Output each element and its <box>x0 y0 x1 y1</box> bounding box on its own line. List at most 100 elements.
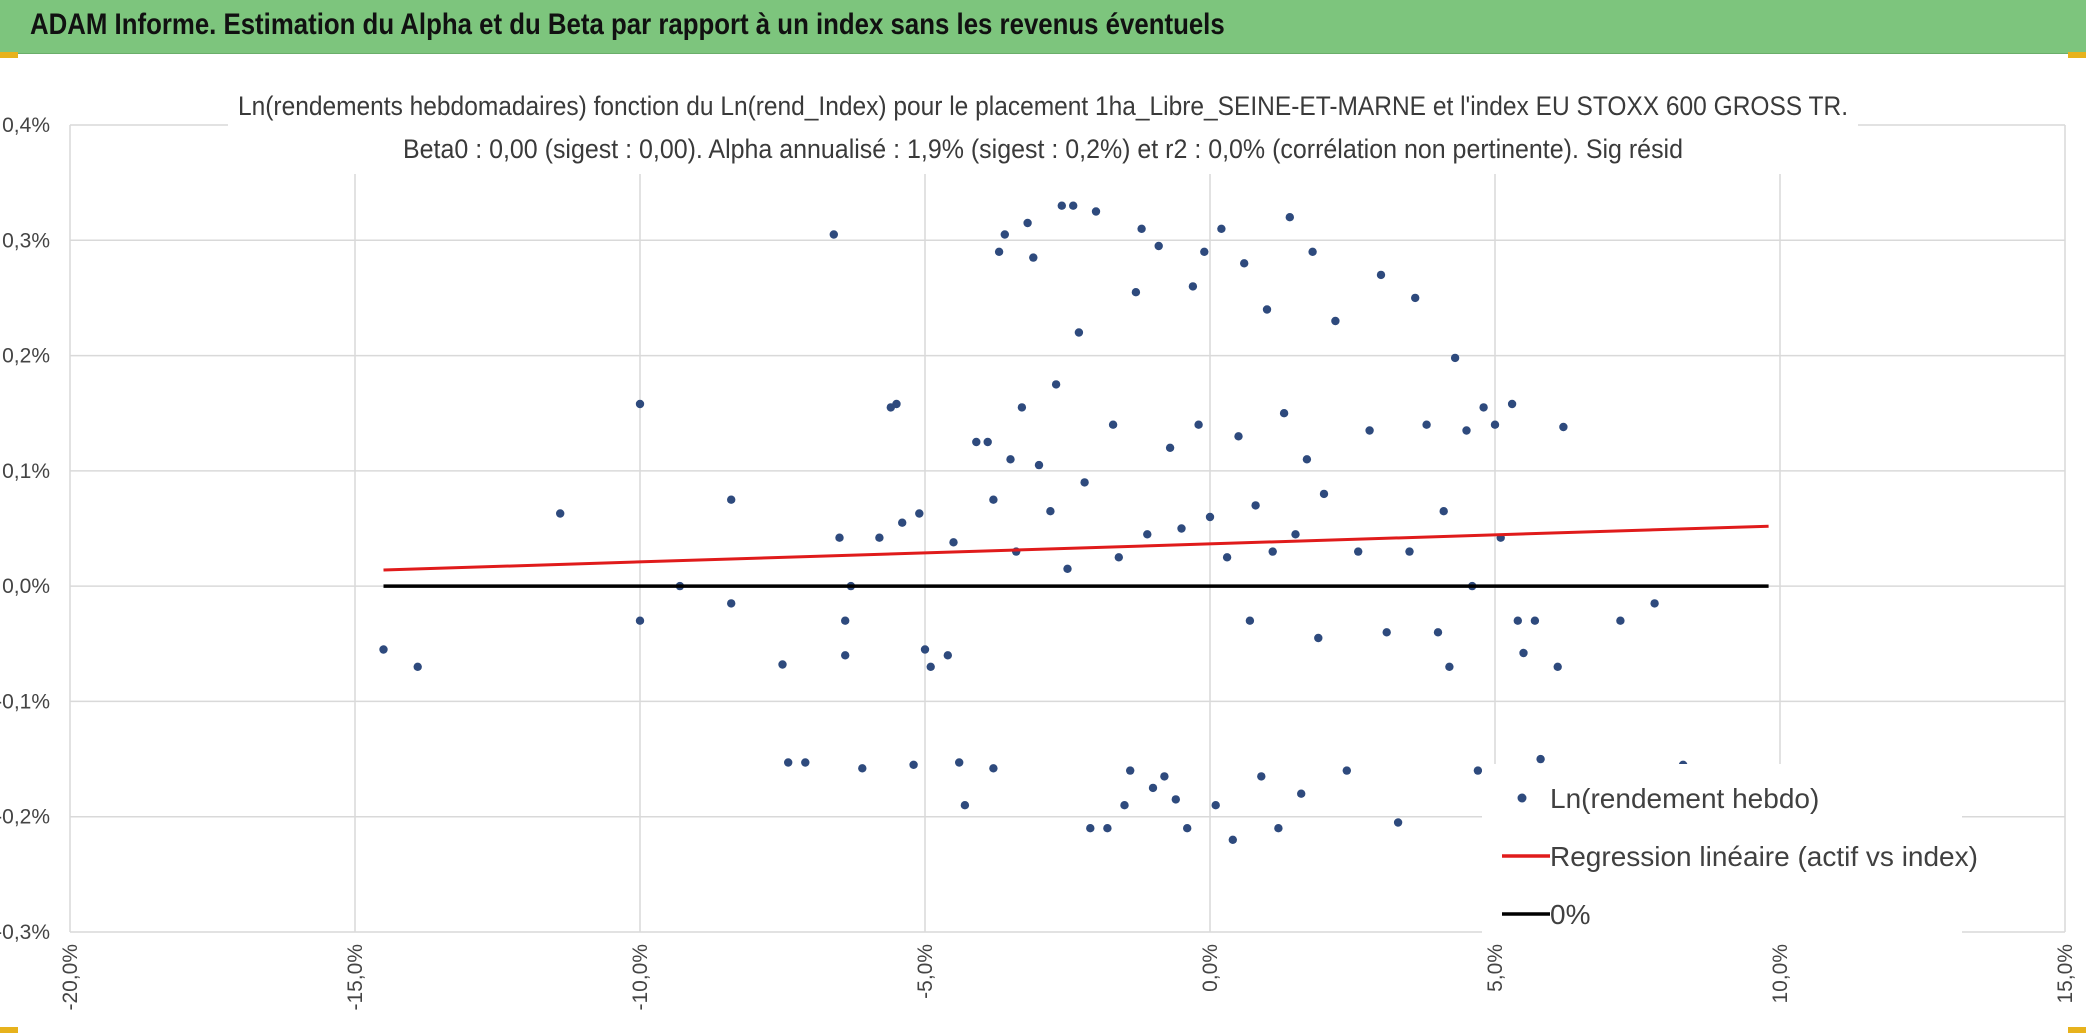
legend-label: 0% <box>1550 899 1590 930</box>
data-point <box>1462 426 1471 435</box>
data-point <box>1108 420 1118 429</box>
data-point <box>1160 772 1169 781</box>
data-point <box>1200 247 1209 256</box>
report-title: ADAM Informe. Estimation du Alpha et du … <box>30 8 1225 41</box>
data-point <box>1245 616 1255 625</box>
y-tick-label: -0,3% <box>0 921 50 944</box>
data-points <box>379 201 1773 844</box>
data-point <box>926 662 935 671</box>
x-tick-label: -15,0% <box>344 944 367 1011</box>
data-point <box>1342 766 1352 775</box>
data-point <box>1285 213 1295 222</box>
y-tick-label: 0,3% <box>2 229 50 252</box>
data-point <box>1331 316 1340 326</box>
data-point <box>778 660 787 669</box>
data-point <box>1439 507 1448 516</box>
data-point <box>1103 824 1112 833</box>
data-point <box>943 651 952 660</box>
data-point <box>1137 224 1146 233</box>
data-point <box>1080 478 1089 487</box>
y-tick-label: 0,2% <box>2 345 50 368</box>
data-point <box>898 518 907 527</box>
data-point <box>727 495 736 504</box>
data-point <box>829 230 838 239</box>
data-point <box>1433 628 1443 637</box>
chart-title-line-1: Ln(rendements hebdomadaires) fonction du… <box>238 91 1848 121</box>
data-point <box>1308 247 1317 256</box>
data-point <box>1274 824 1283 833</box>
y-tick-label: 0,4% <box>2 114 50 137</box>
chart-title: Ln(rendements hebdomadaires) fonction du… <box>228 82 1858 174</box>
data-point <box>1405 547 1414 556</box>
resize-handle-top-right[interactable] <box>2068 52 2086 58</box>
data-point <box>1490 420 1500 429</box>
data-point <box>784 758 793 767</box>
data-point <box>1148 783 1158 793</box>
data-point <box>1393 818 1403 827</box>
data-point <box>1126 766 1135 775</box>
data-point <box>1376 270 1386 280</box>
data-point <box>858 764 867 773</box>
data-point <box>1222 553 1232 562</box>
data-point <box>1188 282 1198 291</box>
resize-handle-bottom-right[interactable] <box>2068 1027 2086 1033</box>
x-tick-label: -20,0% <box>59 944 82 1011</box>
data-point <box>801 758 810 767</box>
data-point <box>1354 547 1363 556</box>
data-point <box>1057 201 1067 210</box>
x-tick-label: -10,0% <box>629 944 652 1011</box>
legend-marker <box>1517 793 1527 803</box>
data-point <box>1536 754 1545 764</box>
y-tick-label: -0,1% <box>0 690 50 713</box>
resize-handle-bottom-left[interactable] <box>0 1027 18 1033</box>
data-point <box>1086 824 1095 833</box>
data-point <box>1240 259 1249 268</box>
data-point <box>1519 648 1528 658</box>
report-banner: ADAM Informe. Estimation du Alpha et du … <box>0 0 2086 54</box>
data-point <box>1069 201 1078 210</box>
data-point <box>915 509 924 518</box>
data-point <box>1479 403 1488 412</box>
data-point <box>1319 489 1329 499</box>
data-point <box>1046 507 1055 516</box>
data-point <box>1365 426 1374 435</box>
data-point <box>949 538 958 547</box>
data-point <box>413 662 422 671</box>
data-point <box>909 760 918 769</box>
data-point <box>1302 455 1312 464</box>
data-point <box>1143 530 1152 539</box>
data-point <box>1314 633 1323 643</box>
chart-title-line-2: Beta0 : 0,00 (sigest : 0,00). Alpha annu… <box>403 134 1683 164</box>
data-point <box>1034 460 1044 470</box>
data-point <box>960 801 970 810</box>
data-point <box>635 616 645 625</box>
y-tick-label: 0,1% <box>2 460 50 483</box>
data-point <box>994 247 1004 256</box>
data-point <box>1165 443 1175 452</box>
data-point <box>1051 380 1061 389</box>
data-point <box>1029 253 1038 262</box>
data-point <box>1473 766 1483 775</box>
data-point <box>1183 824 1192 833</box>
x-tick-label: 10,0% <box>1769 944 1792 1004</box>
data-point <box>1217 224 1226 233</box>
x-tick-label: 15,0% <box>2054 944 2077 1004</box>
data-point <box>1171 795 1181 804</box>
y-tick-label: -0,2% <box>0 806 50 829</box>
data-point <box>1530 616 1540 625</box>
data-point <box>989 764 998 773</box>
data-point <box>1450 353 1460 363</box>
data-point <box>1268 547 1277 556</box>
data-point <box>920 645 930 654</box>
data-point <box>1553 662 1562 671</box>
legend: Ln(rendement hebdo) Regression linéaire (… <box>1482 764 1978 939</box>
data-point <box>1017 403 1027 412</box>
resize-handle-top-left[interactable] <box>0 52 18 58</box>
data-point <box>1411 293 1420 303</box>
y-tick-label: 0,0% <box>2 575 50 598</box>
axes: 0,4% 0,3% 0,2% 0,1% 0,0% -0,1% -0,2% -0,3% -20,0… <box>0 114 2077 1011</box>
data-point <box>989 495 998 504</box>
data-point <box>1291 530 1300 539</box>
data-point <box>1091 207 1101 216</box>
